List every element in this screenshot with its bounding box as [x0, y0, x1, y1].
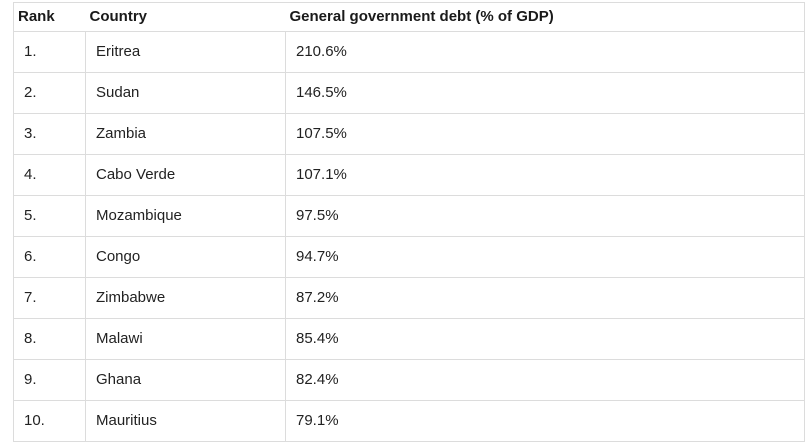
value-cell: 94.7% [285, 236, 805, 278]
rank-cell: 2. [13, 72, 86, 114]
table-row: 2. Sudan 146.5% [13, 72, 805, 114]
value-cell: 97.5% [285, 195, 805, 237]
value-cell: 87.2% [285, 277, 805, 319]
government-debt-table: Rank Country General government debt (% … [13, 2, 805, 442]
column-header-rank: Rank [13, 2, 86, 32]
table-row: 10. Mauritius 79.1% [13, 400, 805, 442]
table-row: 3. Zambia 107.5% [13, 113, 805, 155]
country-cell: Ghana [85, 359, 286, 401]
value-cell: 146.5% [285, 72, 805, 114]
country-cell: Congo [85, 236, 286, 278]
table-row: 7. Zimbabwe 87.2% [13, 277, 805, 319]
country-cell: Mozambique [85, 195, 286, 237]
column-header-country: Country [85, 2, 286, 32]
value-cell: 107.1% [285, 154, 805, 196]
country-cell: Malawi [85, 318, 286, 360]
table-body: 1. Eritrea 210.6% 2. Sudan 146.5% 3. Zam… [13, 31, 805, 442]
value-cell: 85.4% [285, 318, 805, 360]
table-row: 5. Mozambique 97.5% [13, 195, 805, 237]
rank-cell: 4. [13, 154, 86, 196]
country-cell: Zambia [85, 113, 286, 155]
country-cell: Eritrea [85, 31, 286, 73]
rank-cell: 6. [13, 236, 86, 278]
rank-cell: 8. [13, 318, 86, 360]
table-row: 8. Malawi 85.4% [13, 318, 805, 360]
value-cell: 79.1% [285, 400, 805, 442]
country-cell: Cabo Verde [85, 154, 286, 196]
rank-cell: 7. [13, 277, 86, 319]
rank-cell: 10. [13, 400, 86, 442]
header-row: Rank Country General government debt (% … [13, 2, 805, 32]
country-cell: Zimbabwe [85, 277, 286, 319]
table-row: 1. Eritrea 210.6% [13, 31, 805, 73]
table-row: 6. Congo 94.7% [13, 236, 805, 278]
rank-cell: 1. [13, 31, 86, 73]
rank-cell: 3. [13, 113, 86, 155]
value-cell: 210.6% [285, 31, 805, 73]
table-header: Rank Country General government debt (% … [13, 2, 805, 32]
table-row: 4. Cabo Verde 107.1% [13, 154, 805, 196]
table-row: 9. Ghana 82.4% [13, 359, 805, 401]
country-cell: Sudan [85, 72, 286, 114]
rank-cell: 5. [13, 195, 86, 237]
column-header-debt: General government debt (% of GDP) [285, 2, 805, 32]
country-cell: Mauritius [85, 400, 286, 442]
value-cell: 82.4% [285, 359, 805, 401]
rank-cell: 9. [13, 359, 86, 401]
value-cell: 107.5% [285, 113, 805, 155]
